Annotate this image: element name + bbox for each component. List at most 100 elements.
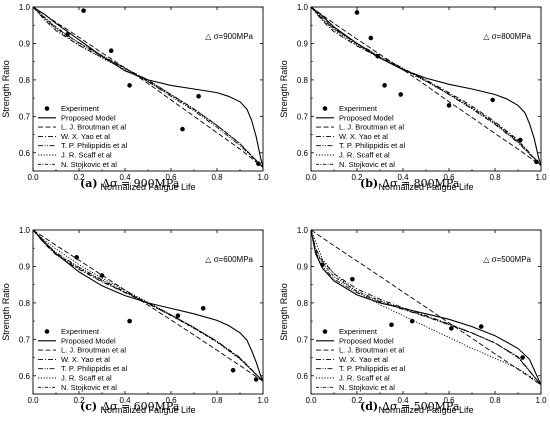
experiment-point (449, 326, 454, 331)
x-tick-label: 0.4 (397, 173, 409, 182)
experiment-point (368, 35, 374, 41)
y-tick-label: 1.0 (19, 226, 31, 235)
legend-label: Experiment (339, 327, 378, 336)
x-tick-label: 0.8 (489, 173, 501, 182)
series-line-6 (33, 230, 263, 382)
y-tick-label: 1.0 (297, 226, 309, 235)
legend-label: J. R. Scaff et al (339, 374, 390, 383)
experiment-point (127, 83, 132, 88)
legend-label: N. Stojkovic et al (61, 383, 117, 392)
experiment-point (446, 103, 452, 108)
stress-annotation: △ σ=500MPa (483, 255, 531, 264)
legend-label: Proposed Model (61, 113, 116, 122)
series-line-3 (311, 230, 541, 386)
legend-label: Proposed Model (339, 336, 394, 345)
x-tick-label: 0.2 (351, 173, 363, 182)
x-tick-label: 0.6 (443, 173, 455, 182)
y-tick-label: 0.6 (19, 149, 31, 158)
legend-label: L. J. Broutman et al (339, 123, 404, 132)
y-tick-label: 0.7 (297, 335, 309, 344)
experiment-point (230, 368, 236, 373)
y-tick-label: 0.8 (297, 76, 309, 85)
experiment-point (478, 324, 484, 329)
experiment-point (196, 93, 201, 99)
legend-label: W. X. Yao et al (61, 132, 110, 141)
x-tick-label: 0.0 (305, 396, 317, 405)
experiment-point (99, 273, 105, 278)
series-group (33, 230, 263, 382)
legend-label: N. Stojkovic et al (61, 160, 117, 169)
experiment-point (534, 159, 539, 165)
series-line-1 (33, 230, 263, 382)
legend-label: T. P. Philippidis et al (61, 364, 127, 373)
panel-caption-text: Δσ = 500MPa (382, 400, 460, 413)
legend-label: Proposed Model (61, 336, 116, 345)
legend-label: J. R. Scaff et al (339, 151, 390, 160)
x-axis-label: Normalized Fatigue Life (100, 405, 195, 415)
chart-panel-2: 0.0 0.2 0.4 0.6 0.8 1.0 0.6 0.7 0.8 0.9 1.0 Normali… (279, 3, 547, 192)
stress-annotation: △ σ=900MPa (205, 32, 253, 41)
series-line-4 (311, 7, 541, 166)
legend-label: T. P. Philippidis et al (339, 141, 405, 150)
x-tick-label: 0.4 (397, 396, 409, 405)
panel-caption-letter: (b) (360, 177, 378, 190)
x-tick-label: 0.2 (73, 173, 85, 182)
x-tick-label: 1.0 (535, 396, 547, 405)
y-tick-label: 0.9 (297, 262, 309, 271)
x-tick-label: 0.0 (27, 396, 39, 405)
series-line-2 (33, 7, 263, 168)
experiment-point (389, 322, 394, 328)
y-tick-label: 0.6 (297, 149, 309, 158)
y-axis-label: Strength Ratio (279, 283, 289, 341)
y-axis-label: Strength Ratio (279, 60, 289, 118)
y-tick-label: 0.6 (19, 372, 31, 381)
legend-label: W. X. Yao et al (339, 132, 388, 141)
y-tick-label: 0.9 (19, 262, 31, 271)
y-tick-label: 0.6 (297, 372, 309, 381)
legend-label: L. J. Broutman et al (61, 123, 126, 132)
experiment-point (127, 318, 132, 324)
stress-annotation: △ σ=600MPa (205, 255, 253, 264)
experiment-point (490, 97, 496, 103)
x-tick-label: 0.0 (305, 173, 317, 182)
x-tick-label: 1.0 (257, 396, 269, 405)
series-line-6 (33, 7, 263, 168)
series-group (311, 7, 541, 166)
series-line-2 (33, 230, 263, 382)
series-line-1 (33, 7, 263, 168)
x-axis-label: Normalized Fatigue Life (100, 182, 195, 192)
y-tick-label: 0.9 (297, 39, 309, 48)
chart-panel-4: 0.0 0.2 0.4 0.6 0.8 1.0 0.6 0.7 0.8 0.9 1.0 Normali… (279, 226, 547, 415)
legend-label: L. J. Broutman et al (339, 346, 404, 355)
experiment-point (74, 255, 79, 260)
series-line-4 (33, 7, 263, 168)
experiment-point (175, 313, 181, 318)
experiment-point (382, 83, 387, 88)
x-axis-label: Normalized Fatigue Life (378, 182, 473, 192)
legend-label: Experiment (61, 327, 100, 336)
experiment-point (180, 126, 185, 132)
x-tick-label: 0.6 (165, 173, 177, 182)
series-line-1 (311, 230, 541, 386)
series-line-2 (311, 7, 541, 166)
y-tick-label: 0.8 (19, 299, 31, 308)
experiment-point (108, 48, 114, 54)
legend-marker-experiment (322, 329, 328, 334)
legend-label: N. Stojkovic et al (339, 383, 395, 392)
y-tick-label: 1.0 (297, 3, 309, 12)
legend-label: T. P. Philippidis et al (61, 141, 127, 150)
chart-panel-1: 0.0 0.2 0.4 0.6 0.8 1.0 0.6 0.7 0.8 0.9 1.0 Normali… (1, 3, 269, 192)
legend-marker-experiment (322, 106, 328, 111)
experiment-point (256, 161, 261, 167)
y-tick-label: 0.9 (19, 39, 31, 48)
y-tick-label: 0.7 (19, 112, 31, 121)
legend-label: W. X. Yao et al (339, 355, 388, 364)
experiment-point (320, 262, 325, 267)
legend-label: Experiment (61, 104, 100, 113)
x-tick-label: 0.2 (351, 396, 363, 405)
x-tick-label: 0.0 (27, 173, 39, 182)
series-line-4 (33, 230, 263, 382)
experiment-point (200, 306, 206, 311)
